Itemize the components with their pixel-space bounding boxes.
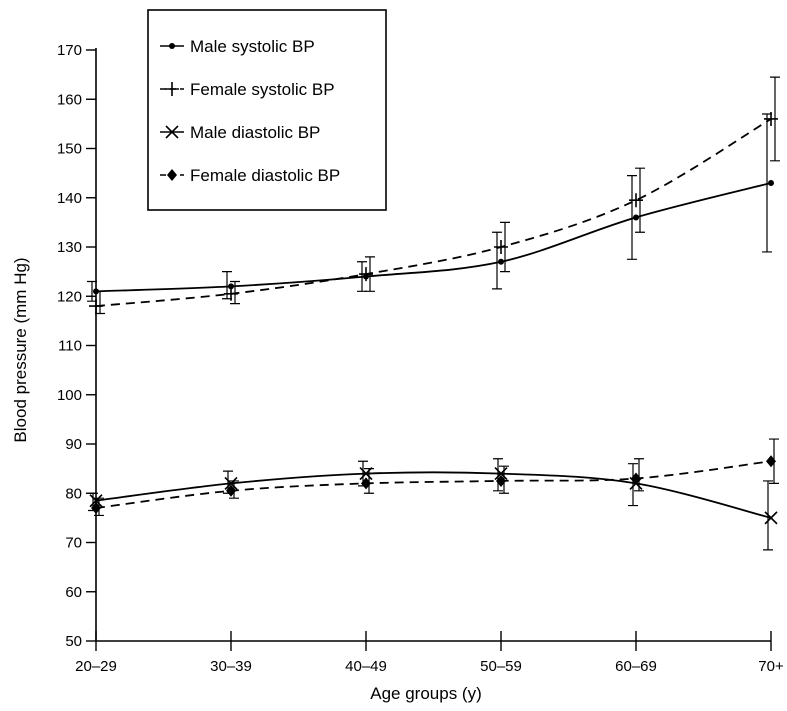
x-tick-label-2: 40–49 (345, 658, 387, 675)
marker-female-systolic-bp-0 (89, 299, 103, 314)
y-tick-label-150: 150 (57, 141, 82, 158)
series-line-male-diastolic-bp (95, 471, 772, 519)
marker-male-diastolic-bp-5 (764, 511, 778, 525)
marker-male-diastolic-bp-0 (89, 494, 103, 508)
error-bar-male-systolic-bp-4 (627, 174, 637, 260)
y-tick-label-100: 100 (57, 387, 82, 404)
legend-label-male-systolic-bp: Male systolic BP (190, 37, 315, 56)
marker-male-systolic-bp-0 (93, 288, 99, 295)
marker-male-systolic-bp-5 (768, 179, 774, 186)
marker-female-diastolic-bp-5 (766, 455, 776, 468)
series-line-female-diastolic-bp (95, 460, 772, 509)
series-line-female-systolic-bp (95, 118, 772, 307)
x-tick-label-3: 50–59 (480, 658, 522, 675)
y-tick-label-120: 120 (57, 288, 82, 305)
legend: Male systolic BP Female systolic BP Male d… (147, 9, 387, 211)
series-line-male-systolic-bp (95, 182, 772, 293)
legend-marker-female-systolic-bp (165, 82, 179, 96)
error-bar-male-diastolic-bp-4 (628, 463, 638, 507)
marker-male-diastolic-bp-1 (224, 476, 238, 490)
marker-female-diastolic-bp-1 (226, 484, 236, 497)
axes: 50 60 70 80 90 100 110 120 130 140 150 160 170 20–29 3… (57, 42, 784, 675)
marker-male-systolic-bp-3 (498, 258, 504, 265)
legend-label-female-diastolic-bp: Female diastolic BP (190, 166, 340, 185)
x-tick-label-4: 60–69 (615, 658, 657, 675)
x-tick-label-5: 70+ (758, 658, 784, 675)
marker-female-systolic-bp-4 (629, 193, 643, 208)
y-tick-label-140: 140 (57, 190, 82, 207)
y-axis-label: Blood pressure (mm Hg) (11, 257, 30, 442)
marker-female-diastolic-bp-4 (631, 472, 641, 485)
x-tick-label-0: 20–29 (75, 658, 117, 675)
y-tick-label-60: 60 (65, 584, 82, 601)
error-bar-female-diastolic-bp-2 (364, 468, 374, 494)
legend-label-male-diastolic-bp: Male diastolic BP (190, 123, 320, 142)
marker-female-systolic-bp-5 (764, 111, 778, 126)
y-tick-label-160: 160 (57, 91, 82, 108)
marker-male-systolic-bp-4 (633, 214, 639, 221)
legend-label-female-systolic-bp: Female systolic BP (190, 80, 335, 99)
error-bar-male-diastolic-bp-3 (493, 458, 503, 492)
marker-female-systolic-bp-2 (359, 267, 373, 282)
error-bars (87, 76, 780, 551)
legend-marker-female-diastolic-bp (167, 169, 177, 181)
error-bar-male-systolic-bp-3 (492, 231, 502, 290)
y-tick-label-170: 170 (57, 42, 82, 59)
error-bar-female-systolic-bp-1 (230, 280, 240, 305)
marker-female-systolic-bp-1 (224, 286, 238, 301)
x-tick-label-1: 30–39 (210, 658, 252, 675)
y-tick-label-50: 50 (65, 633, 82, 650)
marker-female-diastolic-bp-2 (361, 477, 371, 490)
legend-box (147, 9, 387, 211)
marker-male-diastolic-bp-3 (494, 466, 508, 481)
legend-marker-male-diastolic-bp (165, 125, 179, 139)
y-tick-label-70: 70 (65, 535, 82, 552)
y-tick-label-130: 130 (57, 239, 82, 256)
marker-female-diastolic-bp-3 (496, 474, 506, 487)
marker-female-diastolic-bp-0 (91, 502, 101, 515)
series-lines (95, 118, 772, 519)
y-tick-label-90: 90 (65, 436, 82, 453)
marker-female-systolic-bp-3 (494, 240, 508, 254)
data-markers (89, 111, 778, 525)
y-tick-label-80: 80 (65, 485, 82, 502)
marker-male-diastolic-bp-2 (359, 466, 373, 481)
marker-male-systolic-bp-1 (228, 283, 234, 290)
y-tick-label-110: 110 (58, 338, 82, 355)
legend-marker-male-systolic-bp (169, 43, 175, 49)
x-axis-label: Age groups (y) (370, 684, 482, 703)
